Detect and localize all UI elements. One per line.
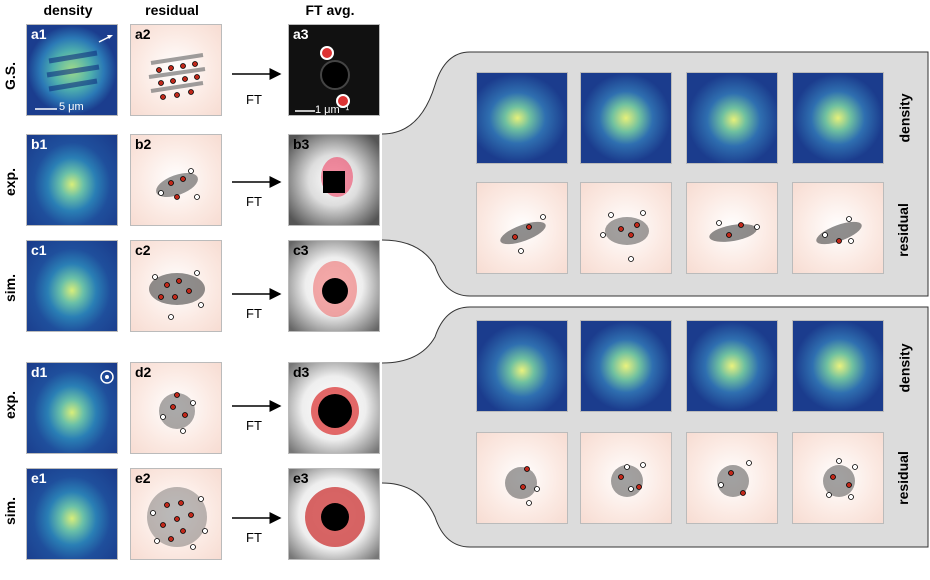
upper-density-label: density <box>896 93 913 143</box>
ft-peaks <box>295 46 350 112</box>
lower-residual-3 <box>686 432 778 524</box>
upper-residual-1 <box>476 182 568 274</box>
row-label-exp-b: exp. <box>2 168 18 197</box>
rotation-icon <box>100 370 114 384</box>
panel-d3-ft: d3 <box>288 362 380 454</box>
panel-a3-ft: a3 1 μm⁻¹ <box>288 24 380 116</box>
ft-label-e: FT <box>246 530 262 545</box>
panel-label: e2 <box>135 470 151 486</box>
upper-residual-2 <box>580 182 672 274</box>
lower-residual-label: residual <box>894 451 911 505</box>
column-header-density: density <box>43 2 93 18</box>
ft-label-b: FT <box>246 194 262 209</box>
panel-a2-residual: a2 <box>130 24 222 116</box>
row-label-exp-d: exp. <box>2 391 18 420</box>
ft-map <box>311 387 359 435</box>
panel-d1-density: d1 <box>26 362 118 454</box>
panel-e1-density: e1 <box>26 468 118 560</box>
panel-label: c2 <box>135 242 151 258</box>
panel-c3-ft: c3 <box>288 240 380 332</box>
panel-label: e1 <box>31 470 47 486</box>
scalebar-label: 1 μm⁻¹ <box>315 104 350 116</box>
ft-arrows <box>232 68 282 524</box>
panel-e3-ft: e3 <box>288 468 380 560</box>
column-header-ft: FT avg. <box>305 2 355 18</box>
upper-residual-label: residual <box>894 203 911 257</box>
panel-b2-residual: b2 <box>130 134 222 226</box>
ft-label-d: FT <box>246 418 262 433</box>
panel-a1-density: a1 5 μm <box>26 24 118 116</box>
panel-label: d3 <box>293 364 310 380</box>
panel-label: a2 <box>135 26 151 42</box>
ft-label-a: FT <box>246 92 262 107</box>
stripe-pattern <box>35 35 113 110</box>
panel-b3-ft: b3 <box>288 134 380 226</box>
lower-density-4 <box>792 320 884 412</box>
panel-b1-density: b1 <box>26 134 118 226</box>
lower-residual-4 <box>792 432 884 524</box>
panel-d2-residual: d2 <box>130 362 222 454</box>
scalebar-label: 5 μm <box>59 101 84 113</box>
lower-residual-2 <box>580 432 672 524</box>
upper-residual-3 <box>686 182 778 274</box>
ft-label-c: FT <box>246 306 262 321</box>
residual-map <box>147 487 208 550</box>
upper-residual-4 <box>792 182 884 274</box>
upper-density-4 <box>792 72 884 164</box>
panel-label: c1 <box>31 242 47 258</box>
lower-density-1 <box>476 320 568 412</box>
residual-map <box>149 270 205 320</box>
row-label-sim-c: sim. <box>2 274 18 303</box>
panel-e2-residual: e2 <box>130 468 222 560</box>
panel-label: a1 <box>31 26 47 42</box>
row-label-sim-e: sim. <box>2 497 18 526</box>
column-header-residual: residual <box>145 2 199 18</box>
panel-label: d1 <box>31 364 48 380</box>
ft-map <box>321 157 353 197</box>
residual-map <box>159 392 196 434</box>
ft-map <box>313 261 357 317</box>
panel-label: b1 <box>31 136 48 152</box>
lower-density-3 <box>686 320 778 412</box>
panel-label: a3 <box>293 26 309 42</box>
upper-density-2 <box>580 72 672 164</box>
residual-map <box>156 168 200 200</box>
ft-map <box>305 487 365 547</box>
panel-label: e3 <box>293 470 309 486</box>
panel-c1-density: c1 <box>26 240 118 332</box>
stripe-residual <box>148 53 206 100</box>
lower-residual-1 <box>476 432 568 524</box>
upper-density-1 <box>476 72 568 164</box>
lower-density-label: density <box>896 343 913 393</box>
panel-label: d2 <box>135 364 152 380</box>
upper-density-3 <box>686 72 778 164</box>
panel-c2-residual: c2 <box>130 240 222 332</box>
panel-label: c3 <box>293 242 309 258</box>
panel-label: b2 <box>135 136 152 152</box>
lower-density-2 <box>580 320 672 412</box>
row-label-gs: G.S. <box>2 62 18 91</box>
direction-arrow-icon <box>98 36 110 43</box>
panel-label: b3 <box>293 136 310 152</box>
